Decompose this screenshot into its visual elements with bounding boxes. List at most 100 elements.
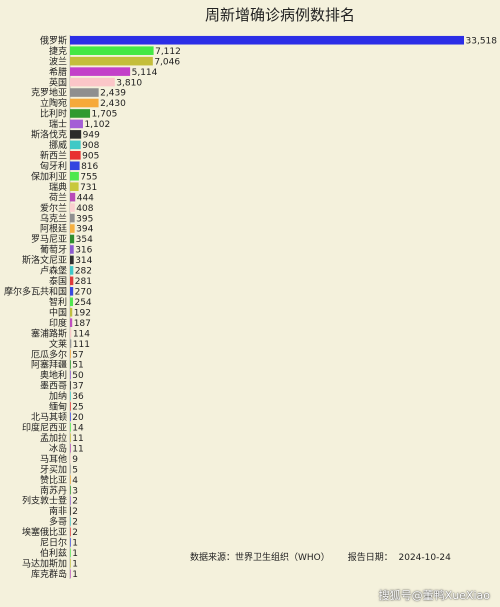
watermark: 搜狐号@董鸭XueXiao <box>378 589 490 602</box>
bar <box>70 339 72 348</box>
value-label: 3 <box>72 486 78 496</box>
value-label: 7,046 <box>154 57 180 67</box>
bar <box>70 35 464 45</box>
value-label: 1 <box>72 560 78 570</box>
category-label: 匈牙利 <box>40 160 67 172</box>
bar <box>70 224 75 233</box>
value-label: 51 <box>72 361 83 371</box>
category-label: 缅甸 <box>49 401 67 413</box>
bar <box>70 402 71 411</box>
category-label: 冰岛 <box>49 442 67 454</box>
value-label: 187 <box>74 319 91 329</box>
bar <box>70 307 73 317</box>
value-label: 755 <box>80 172 97 182</box>
category-label: 希腊 <box>49 66 67 78</box>
category-label: 加纳 <box>49 390 67 402</box>
bar <box>70 266 74 275</box>
value-label: 444 <box>77 193 94 203</box>
value-label: 316 <box>75 246 92 256</box>
value-label: 114 <box>73 329 90 339</box>
value-label: 395 <box>76 214 93 224</box>
value-label: 57 <box>72 350 83 360</box>
bar <box>70 349 71 359</box>
bar <box>70 391 71 401</box>
category-label: 葡萄牙 <box>40 244 67 256</box>
bar <box>70 559 71 568</box>
value-label: 7,112 <box>155 47 181 57</box>
bar <box>70 443 71 453</box>
report-date: 报告日期： 2024-10-24 <box>347 553 451 563</box>
value-label: 314 <box>75 256 92 266</box>
value-label: 3,810 <box>116 78 142 88</box>
category-label: 瑞典 <box>49 181 67 193</box>
value-label: 14 <box>72 424 84 434</box>
bar <box>70 171 79 181</box>
value-label: 9 <box>72 455 78 465</box>
bar <box>70 77 115 87</box>
bar <box>70 98 99 108</box>
source-text: 数据来源：世界卫生组织（WHO） <box>190 553 330 563</box>
value-label: 20 <box>72 413 84 423</box>
category-label: 荷兰 <box>49 191 67 203</box>
value-label: 282 <box>75 267 92 277</box>
value-label: 1 <box>72 549 78 559</box>
bar <box>70 119 83 129</box>
value-label: 36 <box>72 392 84 402</box>
category-label: 泰国 <box>49 275 67 287</box>
value-label: 25 <box>72 403 83 413</box>
bar <box>70 548 71 558</box>
category-label: 克罗地亚 <box>31 87 67 99</box>
value-label: 2,439 <box>100 89 126 99</box>
value-label: 408 <box>76 204 93 214</box>
category-label: 挪威 <box>49 139 67 151</box>
bar <box>70 67 131 76</box>
bar <box>70 56 153 66</box>
category-label: 南苏丹 <box>40 484 67 496</box>
bar <box>70 182 79 191</box>
bar <box>70 161 80 171</box>
bar <box>70 433 71 443</box>
value-label: 5 <box>72 465 78 475</box>
bar <box>70 328 72 338</box>
value-label: 111 <box>73 340 90 350</box>
value-label: 731 <box>80 183 97 193</box>
bar <box>70 360 71 369</box>
category-label: 新西兰 <box>40 150 67 162</box>
category-label: 爱尔兰 <box>40 202 67 214</box>
category-label: 库克群岛 <box>31 568 67 580</box>
value-label: 905 <box>82 152 99 162</box>
value-label: 2 <box>72 507 78 517</box>
bar <box>70 412 71 422</box>
category-label: 乌克兰 <box>40 212 67 224</box>
category-label: 尼日尔 <box>40 537 67 549</box>
bar <box>70 454 71 463</box>
category-label: 塞浦路斯 <box>31 327 67 339</box>
bar <box>70 255 74 265</box>
category-label: 英国 <box>49 76 67 88</box>
bar <box>70 538 71 547</box>
bar <box>70 213 75 223</box>
category-label: 摩尔多瓦共和国 <box>4 286 67 298</box>
bar <box>70 381 71 390</box>
bar <box>70 423 71 432</box>
bar <box>70 234 75 244</box>
bar <box>70 192 76 202</box>
category-label: 比利时 <box>40 108 67 120</box>
value-label: 4 <box>72 476 78 486</box>
value-label: 254 <box>74 298 91 308</box>
value-label: 394 <box>76 225 93 235</box>
value-label: 11 <box>72 434 83 444</box>
category-label: 印度尼西亚 <box>22 422 67 434</box>
value-label: 908 <box>82 141 99 151</box>
category-label: 俄罗斯 <box>40 34 67 46</box>
category-label: 墨西哥 <box>40 381 67 392</box>
category-label: 伯利兹 <box>40 547 67 559</box>
category-label: 阿根廷 <box>40 223 67 235</box>
category-label: 罗马尼亚 <box>31 234 67 245</box>
category-label: 牙买加 <box>40 464 67 475</box>
category-label: 厄瓜多尔 <box>31 348 67 360</box>
value-label: 50 <box>72 371 84 381</box>
category-label: 立陶宛 <box>40 97 67 109</box>
bar <box>70 517 71 526</box>
